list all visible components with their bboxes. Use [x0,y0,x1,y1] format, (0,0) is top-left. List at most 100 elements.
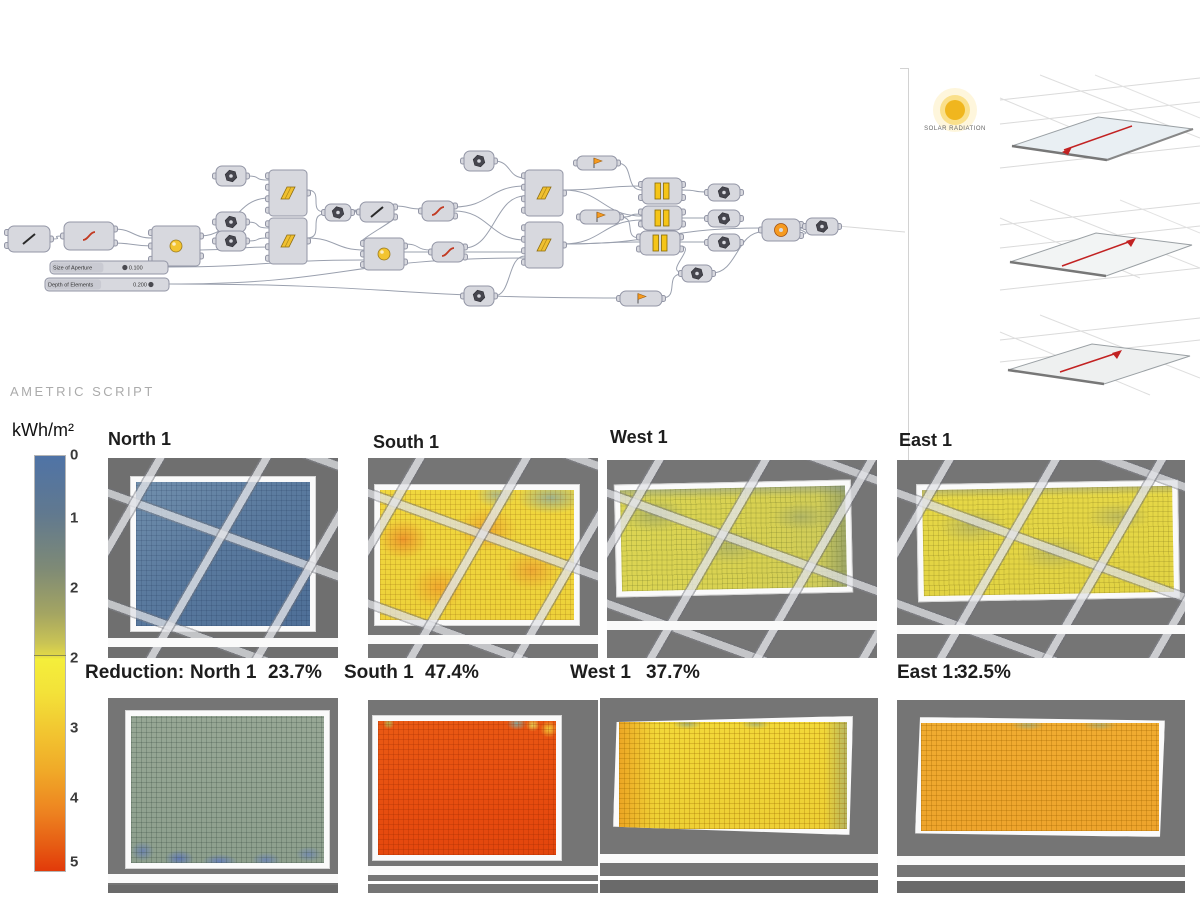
gh-node-sphere[interactable]: OCFER [360,237,408,271]
gh-wire [168,283,621,299]
gh-wire [562,219,643,245]
gh-node-bolt[interactable]: ABCDS [265,217,311,265]
section-divider [908,68,909,470]
gh-output-wire [837,225,906,233]
gh-node-line[interactable]: ABL [4,225,54,253]
render-south1-flat [368,700,598,893]
svg-text:0.200: 0.200 [133,283,147,289]
gh-wire [493,160,526,179]
gh-node-hex[interactable] [460,285,498,307]
gap-strip [368,881,598,884]
reduction-east1-name: East 1: [897,662,960,683]
gap-strip [600,876,878,880]
legend-tick-1: 1 [70,509,79,527]
gh-wire [661,273,683,299]
gh-node-flag[interactable]: GF [616,290,666,307]
window-frame [372,715,562,861]
gh-node-flag[interactable]: GF [576,209,624,225]
gh-wire [453,210,526,241]
panel-title-north1: North 1 [108,429,171,449]
window-frame [125,710,330,869]
gh-node-hex[interactable] [802,217,842,236]
window-frame [915,717,1165,837]
gh-node-div[interactable]: GFGS [638,177,686,205]
radiation-heatmap [378,721,556,855]
gh-node-gearo[interactable]: RBC [758,218,804,242]
svg-text:Depth of Elements: Depth of Elements [48,283,93,289]
svg-text:0.100: 0.100 [129,266,143,272]
legend-colorbar [34,455,66,872]
legend-tick-2: 2 [70,579,79,597]
window-sill [368,866,598,875]
reduction-south1-name: South 1 [344,662,414,683]
legend-unit-label: kWh/m² [12,420,74,440]
gh-node-div[interactable]: GFGS [636,230,684,256]
reduction-west1-value: 37.7% [646,662,700,683]
gh-node-curve[interactable]: CSE [418,200,458,222]
window-frame [613,716,853,835]
sun-core [945,100,965,120]
gh-node-bolt[interactable]: ABCDS [521,169,567,217]
gh-wire [306,237,365,251]
gh-node-hex[interactable] [704,233,744,252]
gh-node-div[interactable]: GFGS [638,205,686,231]
radiation-heatmap [380,490,574,620]
window-sill [600,854,878,863]
gh-node-line[interactable]: CSE [356,201,398,223]
radiation-heatmap [131,716,324,863]
script-caption: AMETRIC SCRIPT [10,384,155,399]
window-sill [108,638,338,647]
gh-wire [562,185,643,191]
window-sill [108,874,338,883]
gh-wire [493,255,526,297]
facade-diagram-3 [999,314,1200,396]
gh-node-hex[interactable] [321,203,355,222]
gh-node-hex[interactable] [212,165,250,187]
render-west1-flat [600,698,878,893]
gh-wire [168,257,526,285]
gh-node-hex[interactable] [460,150,498,172]
gh-node-sphere[interactable]: OCFER [148,225,204,267]
window-frame [613,479,854,598]
gh-node-bolt[interactable]: ABCDS [265,169,311,217]
radiation-heatmap [921,723,1159,831]
window-frame [915,479,1181,603]
gh-node-curve[interactable]: CSE [428,241,468,263]
panel-title-east1: East 1 [899,430,953,450]
gh-node-slider[interactable]: Size of Aperture 0.100 [49,260,169,275]
panel-title-south1: South 1 [373,432,439,452]
window-sill [607,621,877,630]
reduction-south1-value: 47.4% [425,662,479,683]
reduction-east1-value: 32.5% [957,662,1011,683]
gh-wire [463,195,526,249]
gh-node-hex[interactable] [704,209,744,228]
gh-wire [393,205,423,210]
gh-node-bolt[interactable]: ABCDS [521,221,567,269]
gh-wire [403,243,433,251]
gh-node-flag[interactable]: GF [573,155,621,171]
radiation-heatmap [922,485,1174,597]
reduction-west1-name: West 1 [570,662,631,683]
gh-wire [711,231,763,274]
gh-node-hex[interactable] [212,230,250,252]
render-north1-shaded [108,458,338,658]
legend-tick-4: 3 [70,719,79,737]
solar-radiation-label: SOLAR RADIATION [924,126,986,132]
wall-strip [600,880,878,893]
legend-tick-5: 4 [70,789,79,807]
gh-node-curve[interactable]: CSE [60,221,118,251]
svg-text:Size of Aperture: Size of Aperture [53,266,92,272]
gh-wire [453,185,526,208]
gh-node-hex[interactable] [678,264,716,283]
gh-node-hex[interactable] [704,183,744,202]
gh-node-slider[interactable]: Depth of Elements 0.200 [44,277,170,292]
legend-scale-break [34,655,66,656]
gh-wire [113,242,153,247]
window-sill [897,625,1185,634]
facade-diagram-2 [999,199,1200,291]
legend-tick-3: 2 [70,649,79,667]
window-frame [374,484,580,626]
render-north1-flat [108,698,338,893]
gh-node-hex[interactable] [212,211,250,233]
